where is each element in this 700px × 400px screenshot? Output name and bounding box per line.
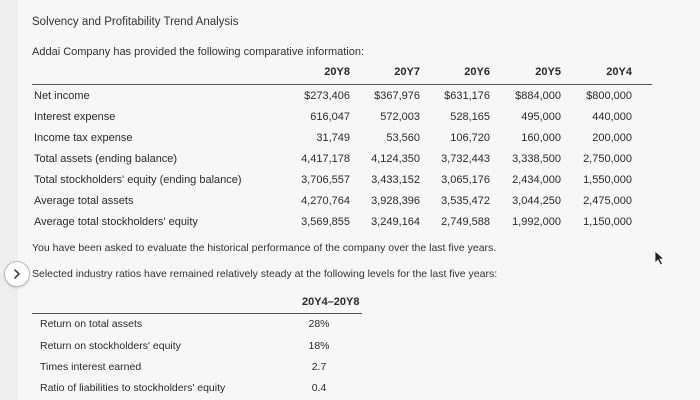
ratio-value: 18% xyxy=(308,340,330,352)
ratio-value: 28% xyxy=(308,318,330,330)
row-value: 160,000 xyxy=(521,132,561,144)
row-value: 1,992,000 xyxy=(512,216,561,228)
row-value: $273,406 xyxy=(304,90,350,102)
row-label: Total stockholders' equity (ending balan… xyxy=(34,174,242,186)
ratio-row: Ratio of liabilities to stockholders' eq… xyxy=(18,382,418,398)
document-page: Solvency and Profitability Trend Analysi… xyxy=(4,0,700,400)
row-value: 3,433,152 xyxy=(371,174,420,186)
row-value: 31,749 xyxy=(316,132,350,144)
table-row: Income tax expense 31,749 53,560 106,720… xyxy=(18,132,700,148)
table-row: Net income $273,406 $367,976 $631,176 $8… xyxy=(18,90,700,106)
row-value: $367,976 xyxy=(374,90,420,102)
row-value: 3,569,855 xyxy=(301,216,350,228)
table-header-row: 20Y8 20Y7 20Y6 20Y5 20Y4 xyxy=(18,66,700,82)
row-value: 3,065,176 xyxy=(441,174,490,186)
mouse-pointer-icon xyxy=(654,250,666,266)
row-value: 1,550,000 xyxy=(583,174,632,186)
row-value: 106,720 xyxy=(450,132,490,144)
row-label: Total assets (ending balance) xyxy=(34,153,178,165)
header-divider xyxy=(32,84,652,85)
row-label: Interest expense xyxy=(34,111,116,123)
row-value: 4,270,764 xyxy=(301,195,350,207)
ratio-row: Return on total assets 28% xyxy=(18,318,418,334)
row-value: 440,000 xyxy=(592,111,632,123)
row-value: 616,047 xyxy=(310,111,350,123)
row-value: 3,706,557 xyxy=(301,174,350,186)
row-value: 3,732,443 xyxy=(441,153,490,165)
year-header: 20Y6 xyxy=(464,66,490,78)
table-row: Total assets (ending balance) 4,417,178 … xyxy=(18,153,700,169)
row-value: 3,249,164 xyxy=(371,216,420,228)
table-row: Interest expense 616,047 572,003 528,165… xyxy=(18,111,700,127)
row-value: $884,000 xyxy=(515,90,561,102)
row-value: 4,124,350 xyxy=(371,153,420,165)
row-value: $800,000 xyxy=(586,90,632,102)
ratio-header-divider xyxy=(32,313,362,314)
ratio-label: Times interest earned xyxy=(40,361,142,373)
row-value: 528,165 xyxy=(450,111,490,123)
ratio-label: Ratio of liabilities to stockholders' eq… xyxy=(40,382,226,394)
table-row: Average total stockholders' equity 3,569… xyxy=(18,216,700,232)
row-value: 200,000 xyxy=(592,132,632,144)
row-value: 2,749,588 xyxy=(441,216,490,228)
ratio-label: Return on total assets xyxy=(40,318,143,330)
row-value: 572,003 xyxy=(380,111,420,123)
row-value: 2,434,000 xyxy=(512,174,561,186)
row-label: Average total stockholders' equity xyxy=(34,216,198,228)
chevron-right-icon xyxy=(14,269,20,279)
year-header: 20Y7 xyxy=(394,66,420,78)
ratio-row: Return on stockholders' equity 18% xyxy=(18,340,418,356)
page-title: Solvency and Profitability Trend Analysi… xyxy=(32,16,239,28)
row-value: 3,338,500 xyxy=(512,153,561,165)
table-row: Average total assets 4,270,764 3,928,396… xyxy=(18,195,700,211)
row-value: 53,560 xyxy=(386,132,420,144)
expand-button[interactable] xyxy=(4,261,30,287)
industry-ratios-intro: Selected industry ratios have remained r… xyxy=(32,268,498,280)
row-label: Income tax expense xyxy=(34,132,133,144)
row-value: 3,535,472 xyxy=(441,195,490,207)
row-value: $631,176 xyxy=(444,90,490,102)
ratio-label: Return on stockholders' equity xyxy=(40,340,181,352)
year-header: 20Y4 xyxy=(606,66,632,78)
row-value: 495,000 xyxy=(521,111,561,123)
row-value: 3,928,396 xyxy=(371,195,420,207)
year-header: 20Y8 xyxy=(324,66,350,78)
intro-text: Addai Company has provided the following… xyxy=(32,46,365,58)
row-label: Average total assets xyxy=(34,195,134,207)
row-value: 1,150,000 xyxy=(583,216,632,228)
instruction-text: You have been asked to evaluate the hist… xyxy=(32,242,497,254)
row-value: 2,475,000 xyxy=(583,195,632,207)
ratio-period-header: 20Y4–20Y8 xyxy=(302,296,360,308)
row-value: 4,417,178 xyxy=(301,153,350,165)
row-value: 2,750,000 xyxy=(583,153,632,165)
ratio-row: Times interest earned 2.7 xyxy=(18,361,418,377)
row-label: Net income xyxy=(34,90,90,102)
table-row: Total stockholders' equity (ending balan… xyxy=(18,174,700,190)
ratio-value: 0.4 xyxy=(311,382,327,394)
year-header: 20Y5 xyxy=(535,66,561,78)
row-value: 3,044,250 xyxy=(512,195,561,207)
ratio-value: 2.7 xyxy=(311,361,327,373)
